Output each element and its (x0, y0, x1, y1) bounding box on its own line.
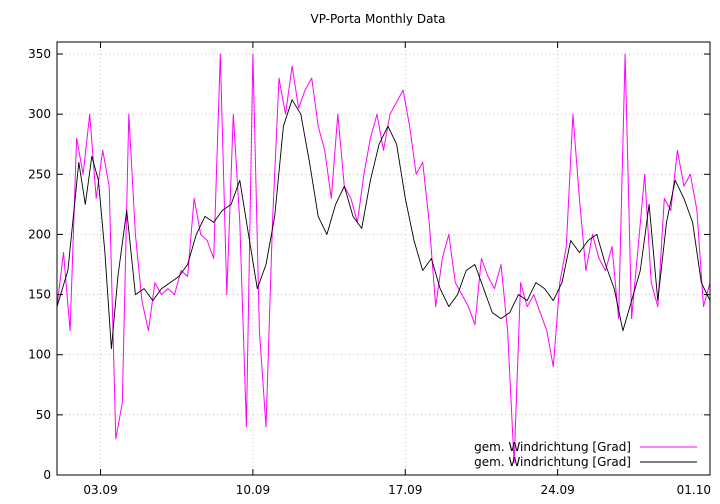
series-line-smoothed (56, 99, 711, 350)
x-tick-label: 03.09 (83, 483, 117, 497)
x-tick-label: 24.09 (540, 483, 574, 497)
y-tick-label: 50 (36, 408, 51, 422)
legend-label: gem. Windrichtung [Grad] (474, 455, 631, 469)
legend-entry-black: gem. Windrichtung [Grad] (474, 455, 697, 469)
y-tick-label: 350 (28, 47, 51, 61)
y-tick-label: 250 (28, 167, 51, 181)
chart-title: VP-Porta Monthly Data (311, 12, 446, 26)
grid-lines (57, 42, 710, 475)
axis-ticks: 0 50 100 150 200 250 300 350 03.09 10.09 17.09 24.0… (28, 42, 711, 497)
series-line-raw (56, 53, 711, 464)
plot-frame (56, 41, 711, 476)
y-tick-label: 300 (28, 107, 51, 121)
x-tick-label: 10.09 (236, 483, 270, 497)
legend-entry-magenta: gem. Windrichtung [Grad] (474, 440, 697, 454)
x-tick-label: 01.10 (677, 483, 711, 497)
y-tick-label: 100 (28, 348, 51, 362)
y-tick-label: 200 (28, 227, 51, 241)
series-layer (56, 53, 711, 464)
legend-label: gem. Windrichtung [Grad] (474, 440, 631, 454)
y-tick-label: 150 (28, 288, 51, 302)
x-tick-label: 17.09 (388, 483, 422, 497)
y-tick-label: 0 (43, 468, 51, 482)
legend: gem. Windrichtung [Grad] gem. Windrichtu… (474, 440, 697, 469)
